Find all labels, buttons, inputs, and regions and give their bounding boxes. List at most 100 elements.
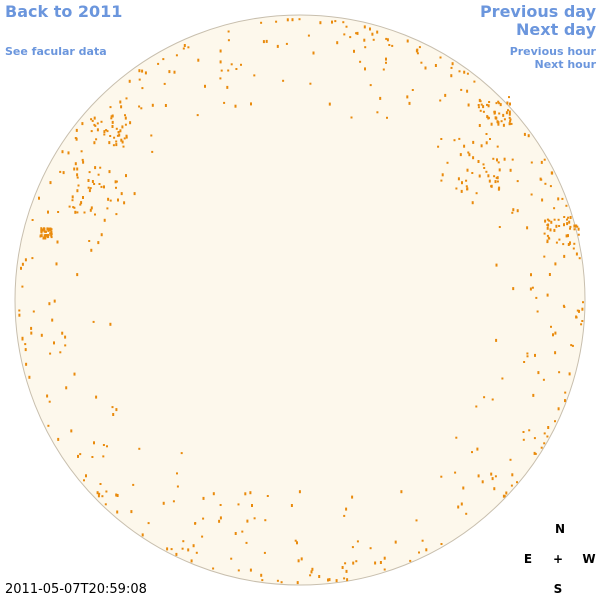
facula (547, 426, 550, 429)
facula (96, 491, 99, 495)
previous-hour-link[interactable]: Previous hour (509, 45, 596, 58)
back-link[interactable]: Back to 2011 (5, 2, 123, 21)
facula (202, 517, 205, 520)
next-hour-link[interactable]: Next hour (534, 58, 597, 71)
facula (490, 185, 493, 188)
facula (548, 219, 551, 222)
facula (455, 436, 458, 439)
facula (528, 429, 531, 432)
facula (567, 234, 569, 238)
facula (353, 49, 355, 53)
next-day-link[interactable]: Next day (516, 20, 596, 39)
facula (505, 491, 508, 495)
facula (345, 25, 348, 28)
facula (170, 548, 173, 551)
facula (546, 234, 549, 237)
facula (543, 255, 546, 258)
facula (241, 530, 244, 533)
facula (458, 137, 461, 140)
facula (540, 178, 543, 181)
facula (227, 30, 230, 33)
facula (558, 225, 561, 227)
facula (138, 78, 141, 81)
facula (218, 519, 221, 523)
facula (416, 48, 419, 52)
facula (68, 205, 71, 208)
facula (577, 233, 580, 236)
facula (220, 69, 223, 72)
facula (187, 548, 190, 552)
facula (309, 82, 312, 85)
facula (227, 39, 230, 42)
facula (466, 188, 469, 191)
facula (468, 153, 471, 157)
facula (530, 193, 533, 196)
facula (465, 512, 468, 515)
facula (479, 109, 482, 112)
facula (467, 151, 470, 154)
facula (477, 160, 480, 163)
facula (475, 192, 478, 195)
facula (172, 500, 175, 503)
facula (526, 226, 529, 230)
facula (76, 167, 79, 171)
facula (56, 240, 59, 244)
facula (192, 544, 195, 548)
facula (92, 320, 95, 323)
facula (244, 492, 247, 496)
facula (48, 302, 51, 306)
facula (544, 219, 547, 223)
compass-north: N (554, 522, 566, 536)
facula (491, 477, 494, 481)
facula (202, 496, 205, 500)
facula (93, 183, 96, 185)
facula (87, 179, 90, 182)
facula (578, 257, 581, 260)
facula (49, 232, 52, 235)
facula (569, 225, 572, 228)
facula (335, 579, 338, 583)
facula (343, 577, 346, 580)
facula (543, 432, 546, 435)
facula (130, 510, 133, 514)
facula (31, 257, 34, 260)
facula (374, 561, 377, 565)
facula (571, 344, 574, 347)
facula (485, 133, 488, 135)
facula (83, 479, 85, 482)
facula (251, 504, 253, 507)
facula (240, 63, 242, 66)
previous-day-link[interactable]: Previous day (479, 2, 596, 21)
facula (122, 145, 125, 148)
facula (510, 484, 513, 487)
facula (472, 156, 475, 160)
facula (234, 532, 237, 535)
facula (549, 228, 552, 232)
facula (49, 181, 52, 185)
facula (73, 206, 76, 209)
facula (509, 168, 512, 172)
facula (64, 335, 67, 339)
compass-east: E (523, 552, 533, 566)
facula (157, 62, 160, 65)
facula (498, 112, 501, 115)
facula (106, 207, 109, 210)
facula (386, 38, 389, 42)
facula (490, 472, 493, 476)
facula (261, 579, 264, 582)
facula (493, 175, 496, 178)
facula (511, 211, 514, 214)
facula (351, 546, 354, 549)
facula (89, 208, 92, 212)
facula (440, 138, 443, 140)
facula (455, 187, 458, 190)
facula (57, 437, 60, 441)
facula (557, 407, 560, 411)
facula (491, 398, 494, 401)
facula (102, 444, 105, 446)
facula (181, 547, 184, 550)
facula (424, 66, 427, 70)
facula (90, 248, 93, 252)
facular-link[interactable]: See facular data (5, 45, 107, 58)
facula (87, 186, 90, 189)
